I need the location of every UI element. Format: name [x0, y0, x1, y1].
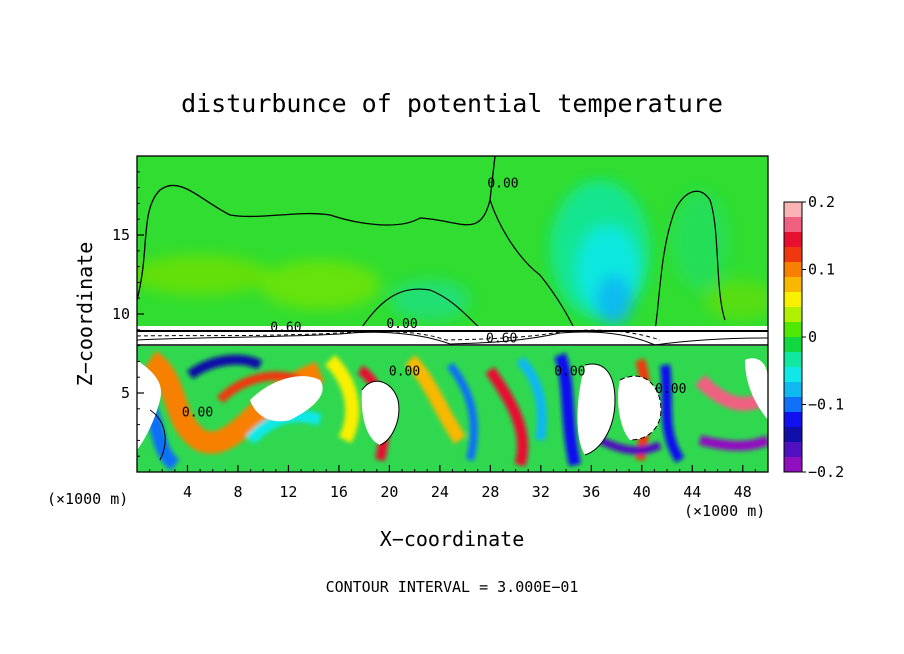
- y-axis-label: Z−coordinate: [73, 242, 97, 387]
- colorbar-swatch: [784, 202, 802, 218]
- x-unit-right: (×1000 m): [684, 502, 765, 520]
- contour-labels: 0.00 0.60 0.00 0.60 0.00 0.00 0.00 0.00: [182, 177, 687, 421]
- colorbar-swatch: [784, 247, 802, 263]
- colorbar-swatch: [784, 217, 802, 233]
- colorbar-swatch: [784, 382, 802, 398]
- colorbar-tick-label: −0.2: [808, 463, 844, 481]
- contour-interval-note: CONTOUR INTERVAL = 3.000E−01: [326, 578, 579, 596]
- colorbar-swatch: [784, 232, 802, 248]
- x-tick-label: 28: [481, 483, 499, 501]
- x-axis-label: X−coordinate: [380, 527, 525, 551]
- colorbar-swatch: [784, 457, 802, 473]
- x-tick-label: 4: [183, 483, 192, 501]
- x-tick-label: 36: [582, 483, 600, 501]
- colorbar-tick-label: 0: [808, 328, 817, 346]
- colorbar-swatch: [784, 412, 802, 428]
- x-tick-label: 8: [233, 483, 242, 501]
- colorbar-swatch: [784, 262, 802, 278]
- y-axis: 5 10 15: [112, 171, 144, 457]
- contour-label: 0.00: [487, 177, 518, 192]
- x-tick-label: 20: [380, 483, 398, 501]
- contour-label: 0.00: [389, 365, 420, 380]
- chart-title: disturbunce of potential temperature: [181, 89, 723, 118]
- colorbar-swatch: [784, 397, 802, 413]
- colorbar-swatch: [784, 292, 802, 308]
- contour-line: [584, 363, 616, 456]
- x-axis: 4 8 12 16 20 24 28 32 36 40 44 48: [149, 465, 756, 501]
- colorbar-tick-label: 0.2: [808, 193, 835, 211]
- colorbar-swatch: [784, 442, 802, 458]
- contour-label: 0.00: [655, 382, 686, 397]
- contour-label: 0.00: [554, 365, 585, 380]
- x-tick-label: 40: [633, 483, 651, 501]
- colorbar-tick-label: −0.1: [808, 396, 844, 414]
- x-tick-label: 32: [532, 483, 550, 501]
- colorbar-swatch: [784, 367, 802, 383]
- colorbar-swatch: [784, 352, 802, 368]
- contour-label: 0.60: [270, 320, 301, 335]
- contour-line: [359, 288, 481, 331]
- x-tick-label: 12: [279, 483, 297, 501]
- contour-label: 0.60: [486, 331, 517, 346]
- x-tick-label: 44: [683, 483, 701, 501]
- contour-line: [489, 199, 576, 331]
- contour-line: [361, 380, 400, 446]
- contour-line: [137, 156, 496, 301]
- y-tick-label: 15: [112, 226, 130, 244]
- colorbar-swatch: [784, 307, 802, 323]
- colorbar-swatch: [784, 337, 802, 353]
- x-tick-label: 24: [431, 483, 449, 501]
- contour-label: 0.00: [182, 406, 213, 421]
- colorbar: 0.2 0.1 0 −0.1 −0.2: [783, 193, 844, 481]
- colorbar-swatch: [784, 322, 802, 338]
- x-unit-left: (×1000 m): [47, 490, 128, 508]
- contour-line: [619, 375, 662, 441]
- contour-line: [654, 190, 726, 331]
- y-tick-label: 10: [112, 305, 130, 323]
- plot-field: [137, 156, 768, 472]
- colorbar-swatch: [784, 427, 802, 443]
- x-tick-label: 16: [330, 483, 348, 501]
- y-tick-label: 5: [121, 384, 130, 402]
- colorbar-tick-label: 0.1: [808, 261, 835, 279]
- contour-label: 0.00: [386, 317, 417, 332]
- colorbar-swatch: [784, 277, 802, 293]
- x-tick-label: 48: [734, 483, 752, 501]
- contour-line: [149, 409, 166, 461]
